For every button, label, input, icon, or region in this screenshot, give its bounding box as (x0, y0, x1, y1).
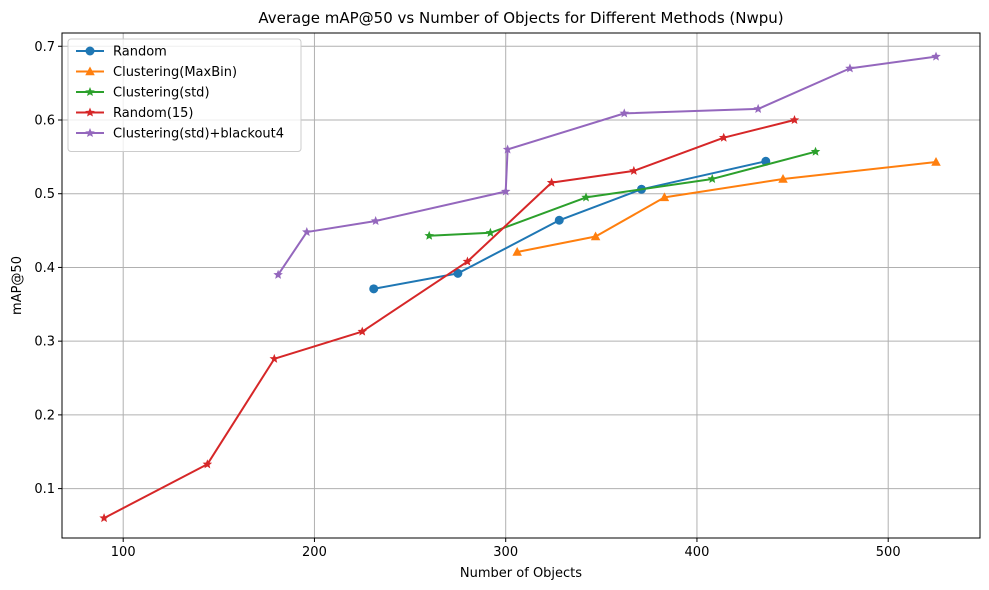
data-point (424, 230, 434, 240)
y-tick-label: 0.5 (34, 187, 55, 202)
x-tick-label: 200 (302, 545, 327, 560)
series-4 (273, 51, 941, 279)
series-1 (512, 157, 941, 256)
y-tick-label: 0.3 (34, 335, 55, 350)
series-layer (99, 51, 941, 523)
series-3 (99, 114, 800, 523)
data-point (931, 157, 941, 166)
data-point (273, 269, 283, 279)
data-point (845, 63, 855, 73)
data-point (753, 103, 763, 113)
y-tick-label: 0.6 (34, 113, 55, 128)
data-point (931, 51, 941, 61)
data-point (718, 132, 729, 142)
y-tick-label: 0.1 (34, 482, 55, 497)
data-point (789, 114, 800, 125)
data-point (302, 227, 312, 237)
legend-marker (85, 128, 95, 138)
legend-label: Random(15) (113, 106, 194, 121)
x-tick-label: 300 (493, 545, 518, 560)
data-point (462, 256, 473, 266)
legend-entry: Clustering(std) (76, 86, 210, 101)
legend-label: Clustering(std)+blackout4 (113, 127, 284, 142)
legend-label: Random (113, 45, 167, 60)
legend-entry: Clustering(std)+blackout4 (76, 127, 284, 142)
legend-label: Clustering(MaxBin) (113, 65, 237, 80)
data-point (810, 146, 821, 156)
data-point (370, 215, 381, 226)
data-point (707, 173, 718, 184)
x-axis-label: Number of Objects (460, 566, 582, 581)
y-axis-label: mAP@50 (10, 256, 25, 315)
x-tick-label: 100 (111, 545, 136, 560)
series-0 (369, 156, 771, 294)
data-point (554, 215, 564, 225)
y-tick-label: 0.4 (34, 261, 55, 276)
data-point (357, 326, 368, 336)
data-point (619, 108, 630, 118)
data-point (512, 246, 522, 256)
legend-box (67, 38, 302, 152)
legend: Random Clustering(MaxBin) Clustering(std) R… (67, 38, 302, 152)
legend-label: Clustering(std) (113, 86, 210, 101)
legend-marker (85, 46, 95, 56)
data-point (659, 192, 670, 202)
grid-lines (62, 33, 980, 538)
axis-ticks: 100 200 300 400 500 0.1 0.2 0.3 0.4 0.5 0.6 0.7 (34, 40, 900, 560)
data-point (546, 177, 557, 187)
x-tick-label: 500 (876, 545, 901, 560)
legend-entry: Random(15) (76, 106, 194, 121)
data-point (453, 268, 463, 278)
data-point (778, 173, 788, 183)
data-point (202, 459, 213, 469)
data-point (581, 192, 591, 202)
legend-entry: Random (76, 45, 167, 60)
y-tick-label: 0.2 (34, 408, 55, 423)
legend-marker (85, 87, 95, 97)
plot-frame (61, 32, 981, 539)
chart-title: Average mAP@50 vs Number of Objects for … (258, 9, 783, 27)
data-point (502, 144, 513, 154)
legend-marker (85, 107, 95, 117)
data-point (590, 231, 601, 241)
series-2 (424, 146, 821, 240)
data-point (629, 165, 639, 175)
data-point (485, 227, 496, 237)
legend-marker (85, 66, 95, 76)
data-point (269, 353, 280, 363)
x-tick-label: 400 (685, 545, 710, 560)
data-point (369, 284, 379, 294)
y-tick-label: 0.7 (34, 40, 55, 55)
data-point (99, 513, 109, 523)
data-point (500, 186, 511, 196)
legend-entry: Clustering(MaxBin) (76, 65, 237, 80)
